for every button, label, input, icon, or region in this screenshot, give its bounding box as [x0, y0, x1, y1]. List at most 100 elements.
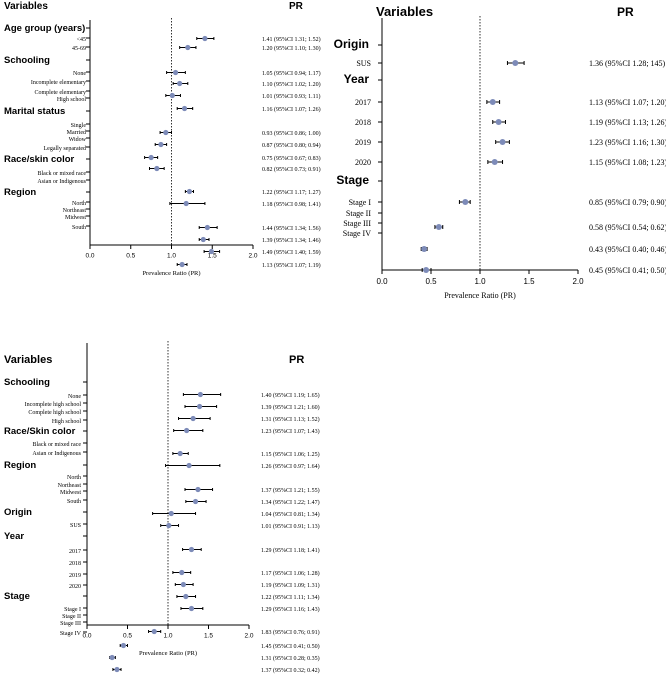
- category-heading: Stage: [336, 173, 369, 187]
- x-tick-label: 1.5: [208, 253, 217, 260]
- category-label: South: [67, 499, 81, 505]
- category-label: None: [73, 71, 86, 77]
- header-variables: Variables: [4, 354, 52, 366]
- pr-point: [168, 510, 174, 517]
- pr-estimate-text: 1.15 (95%CI 1.08; 1.23): [589, 158, 666, 167]
- pr-estimate-text: 1.16 (95%CI 1.07; 1.26): [262, 106, 321, 113]
- x-axis-title: Prevalence Ratio (PR): [444, 291, 516, 300]
- pr-point: [512, 60, 519, 66]
- x-axis-title: Prevalence Ratio (PR): [139, 650, 197, 657]
- pr-point: [499, 139, 506, 145]
- pr-point: [462, 199, 469, 205]
- x-tick-label: 1.0: [474, 277, 486, 286]
- category-heading: Stage: [4, 591, 30, 602]
- pr-estimate-text: 0.75 (95%CI 0.67; 0.83): [262, 155, 321, 162]
- category-heading: Year: [4, 531, 24, 542]
- pr-estimate-text: 0.93 (95%CI 0.86; 1.00): [262, 130, 321, 137]
- x-tick-label: 0.5: [425, 277, 437, 286]
- pr-point: [204, 224, 210, 231]
- pr-point: [114, 666, 120, 673]
- category-heading: Region: [4, 187, 36, 198]
- pr-point: [200, 236, 206, 243]
- category-label: Single: [71, 123, 87, 129]
- category-label: SUS: [70, 523, 81, 529]
- pr-estimate-text: 1.83 (95%CI 0.76; 0.91): [261, 629, 320, 636]
- category-label: Stage I: [349, 198, 372, 207]
- category-label: Stage III: [60, 621, 81, 627]
- x-tick-label: 1.5: [204, 633, 213, 640]
- category-label: South: [72, 225, 86, 231]
- x-tick-label: 2.0: [572, 277, 584, 286]
- category-label: None: [68, 394, 81, 400]
- x-axis-title: Prevalence Ratio (PR): [142, 270, 200, 277]
- pr-point: [197, 391, 203, 398]
- category-label: Legally separated: [44, 146, 86, 152]
- category-heading: Age group (years): [4, 23, 85, 34]
- pr-estimate-text: 1.20 (95%CI 1.10; 1.30): [262, 45, 321, 52]
- category-label: SUS: [356, 59, 371, 68]
- pr-point: [151, 628, 157, 635]
- pr-estimate-text: 1.01 (95%CI 0.91; 1.13): [261, 523, 320, 530]
- category-label: Stage II: [62, 614, 81, 620]
- pr-estimate-text: 1.49 (95%CI 1.40; 1.59): [262, 249, 321, 256]
- pr-point: [172, 69, 179, 76]
- category-label: Northeast: [58, 483, 82, 489]
- category-heading: Schooling: [4, 377, 50, 388]
- header-variables: Variables: [376, 4, 433, 19]
- pr-estimate-text: 1.26 (95%CI 0.97; 1.64): [261, 463, 320, 470]
- pr-estimate-text: 1.23 (95%CI 1.07; 1.43): [261, 428, 320, 435]
- category-label: Widow: [69, 137, 87, 143]
- category-heading: Race/skin color: [4, 154, 75, 165]
- category-label: Black or mixed race: [38, 171, 87, 177]
- pr-estimate-text: 1.36 (95%CI 1.28; 145): [589, 59, 666, 68]
- category-heading: Origin: [4, 507, 32, 518]
- pr-estimate-text: 1.17 (95%CI 1.06; 1.28): [261, 570, 320, 577]
- pr-point: [208, 248, 215, 255]
- x-tick-label: 2.0: [248, 253, 257, 260]
- pr-point: [166, 522, 172, 529]
- pr-estimate-text: 1.22 (95%CI 1.11; 1.34): [261, 594, 319, 601]
- header-pr: PR: [617, 5, 634, 19]
- category-label: 2017: [355, 98, 371, 107]
- category-label: Midwest: [60, 490, 81, 496]
- category-label: Incomplete high school: [25, 402, 82, 408]
- pr-estimate-text: 1.37 (95%CI 1.21; 1.55): [261, 487, 320, 494]
- pr-point: [489, 99, 496, 105]
- x-tick-label: 1.0: [163, 633, 172, 640]
- category-label: 45-69: [72, 46, 86, 52]
- pr-point: [169, 92, 175, 99]
- pr-estimate-text: 1.01 (95%CI 0.93; 1.11): [262, 93, 320, 100]
- pr-point: [154, 165, 160, 172]
- pr-point: [179, 261, 185, 268]
- pr-estimate-text: 1.04 (95%CI 0.81; 1.34): [261, 511, 320, 518]
- category-label: Incomplete elementary: [31, 80, 86, 86]
- category-label: 2020: [355, 158, 371, 167]
- category-label: Northeast: [63, 208, 87, 214]
- category-heading: Race/Skin color: [4, 426, 76, 437]
- category-label: Complete high school: [28, 410, 81, 416]
- x-tick-label: 2.0: [244, 633, 253, 640]
- category-label: Stage II: [346, 209, 371, 218]
- pr-point: [163, 129, 169, 136]
- pr-point: [186, 462, 192, 469]
- category-label: High school: [52, 419, 81, 425]
- category-label: 2018: [69, 561, 81, 567]
- pr-point: [423, 267, 430, 273]
- header-pr: PR: [289, 1, 304, 12]
- x-tick-label: 0.0: [376, 277, 388, 286]
- pr-estimate-text: 1.41 (95%CI 1.31; 1.52): [262, 36, 321, 43]
- pr-point: [495, 119, 502, 125]
- pr-estimate-text: 1.37 (95%CI 0.32; 0.42): [261, 667, 320, 674]
- pr-point: [186, 188, 193, 195]
- pr-estimate-text: 1.15 (95%CI 1.06; 1.25): [261, 451, 320, 458]
- pr-point: [148, 154, 154, 161]
- pr-estimate-text: 1.18 (95%CI 0.98; 1.41): [262, 201, 321, 208]
- category-label: 2020: [69, 584, 81, 590]
- x-tick-label: 0.0: [82, 633, 91, 640]
- pr-point: [192, 498, 199, 505]
- pr-estimate-text: 0.85 (95%CI 0.79; 0.90): [589, 198, 666, 207]
- pr-point: [109, 654, 115, 661]
- pr-point: [183, 200, 189, 207]
- pr-estimate-text: 1.29 (95%CI 1.18; 1.41): [261, 547, 320, 554]
- category-label: High school: [57, 97, 86, 103]
